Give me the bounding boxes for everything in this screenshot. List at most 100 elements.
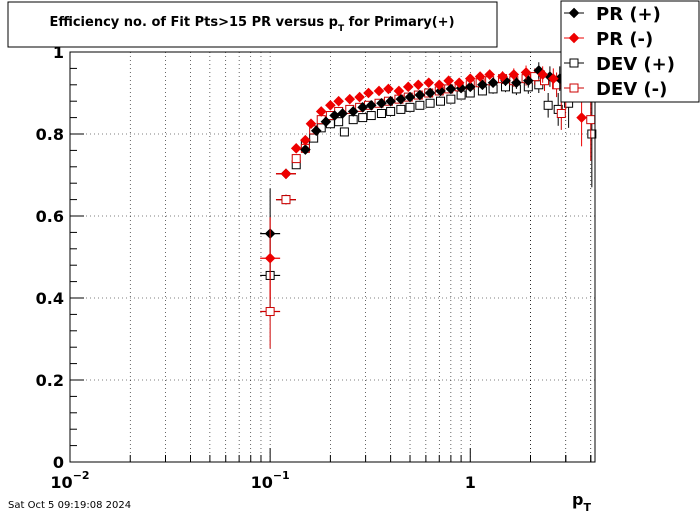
- data-point: [433, 79, 445, 91]
- data-point: [402, 81, 414, 93]
- point-marker: [425, 98, 435, 108]
- legend-marker: [568, 7, 580, 19]
- point-marker: [537, 69, 548, 80]
- legend-label: DEV (-): [596, 79, 667, 100]
- y-tick-label: 0.2: [36, 371, 64, 390]
- point-marker: [402, 81, 414, 93]
- point-marker: [329, 110, 340, 121]
- point-marker: [587, 129, 597, 139]
- data-point: [543, 93, 553, 118]
- data-point: [300, 144, 311, 155]
- point-marker: [586, 115, 596, 125]
- point-marker: [315, 106, 327, 117]
- chart-title: Efficiency no. of Fit Pts>15 PR versus p…: [49, 15, 454, 34]
- point-marker: [376, 109, 386, 118]
- data-point: [435, 85, 446, 97]
- legend-label: PR (+): [596, 4, 661, 25]
- data-point: [497, 71, 508, 82]
- data-point: [443, 75, 454, 87]
- legend-entry: DEV (+): [564, 54, 675, 75]
- point-marker: [424, 87, 436, 99]
- point-marker: [477, 79, 488, 91]
- point-marker: [423, 77, 435, 89]
- data-point: [315, 106, 327, 117]
- y-tick-label: 1: [53, 43, 64, 62]
- point-marker: [393, 85, 405, 97]
- data-point: [386, 106, 396, 116]
- data-point: [358, 113, 368, 123]
- data-point: [275, 168, 296, 180]
- legend-label: PR (-): [596, 29, 653, 50]
- data-point: [446, 94, 456, 104]
- data-point: [520, 65, 532, 80]
- y-tick-label: 0.6: [36, 207, 64, 226]
- point-marker: [415, 100, 425, 110]
- point-marker: [366, 111, 376, 121]
- x-tick-label: 10−2: [50, 469, 89, 492]
- timestamp: Sat Oct 5 09:19:08 2024: [8, 500, 131, 511]
- point-marker: [291, 154, 301, 164]
- data-point: [537, 66, 548, 83]
- point-marker: [320, 116, 332, 128]
- legend: PR (+) PR (-) DEV (+) DEV (-): [560, 0, 700, 103]
- point-marker: [334, 117, 344, 127]
- data-series: [260, 56, 597, 349]
- data-point: [414, 89, 426, 101]
- point-marker: [508, 69, 520, 80]
- data-point: [354, 91, 365, 103]
- point-marker: [435, 85, 446, 97]
- data-point: [464, 81, 476, 93]
- data-point: [348, 115, 358, 125]
- point-marker: [333, 95, 344, 107]
- legend-entry: PR (-): [564, 29, 653, 50]
- data-point: [337, 108, 348, 119]
- data-point: [464, 73, 476, 84]
- point-marker: [445, 83, 457, 95]
- data-point: [275, 194, 296, 205]
- data-point: [412, 79, 424, 91]
- data-point: [425, 98, 435, 108]
- data-point: [405, 102, 415, 112]
- point-marker: [300, 134, 311, 146]
- legend-label: DEV (+): [596, 54, 675, 75]
- point-marker: [474, 71, 486, 82]
- point-marker: [383, 83, 394, 95]
- point-marker: [365, 99, 377, 111]
- point-marker: [357, 102, 368, 113]
- point-marker: [354, 91, 365, 103]
- point-marker: [325, 99, 336, 111]
- data-point: [305, 118, 317, 130]
- x-axis-ticks: 10−2 10−1 1: [50, 448, 592, 492]
- data-point: [320, 116, 332, 128]
- point-marker: [344, 93, 356, 105]
- data-point: [339, 127, 349, 137]
- point-marker: [396, 104, 406, 114]
- data-point: [376, 97, 387, 109]
- data-point: [333, 95, 344, 107]
- data-point: [395, 93, 407, 105]
- data-point: [329, 110, 340, 121]
- point-marker: [386, 106, 396, 116]
- point-marker: [395, 93, 407, 105]
- point-marker: [414, 89, 426, 101]
- point-marker: [435, 96, 445, 106]
- point-marker: [556, 109, 566, 118]
- data-point: [373, 85, 385, 97]
- series-2: [260, 65, 587, 300]
- data-point: [435, 96, 445, 106]
- legend-marker: [569, 58, 579, 68]
- legend-box: [560, 0, 700, 103]
- data-point: [300, 134, 311, 146]
- x-tick-label: 1: [465, 473, 476, 492]
- point-marker: [520, 67, 532, 78]
- data-point: [474, 71, 486, 82]
- data-point: [396, 104, 406, 114]
- point-marker: [443, 75, 454, 87]
- legend-marker: [568, 32, 580, 44]
- data-point: [453, 77, 465, 89]
- title-box: [7, 1, 498, 48]
- data-point: [424, 87, 436, 99]
- data-point: [325, 99, 336, 111]
- data-point: [404, 91, 416, 103]
